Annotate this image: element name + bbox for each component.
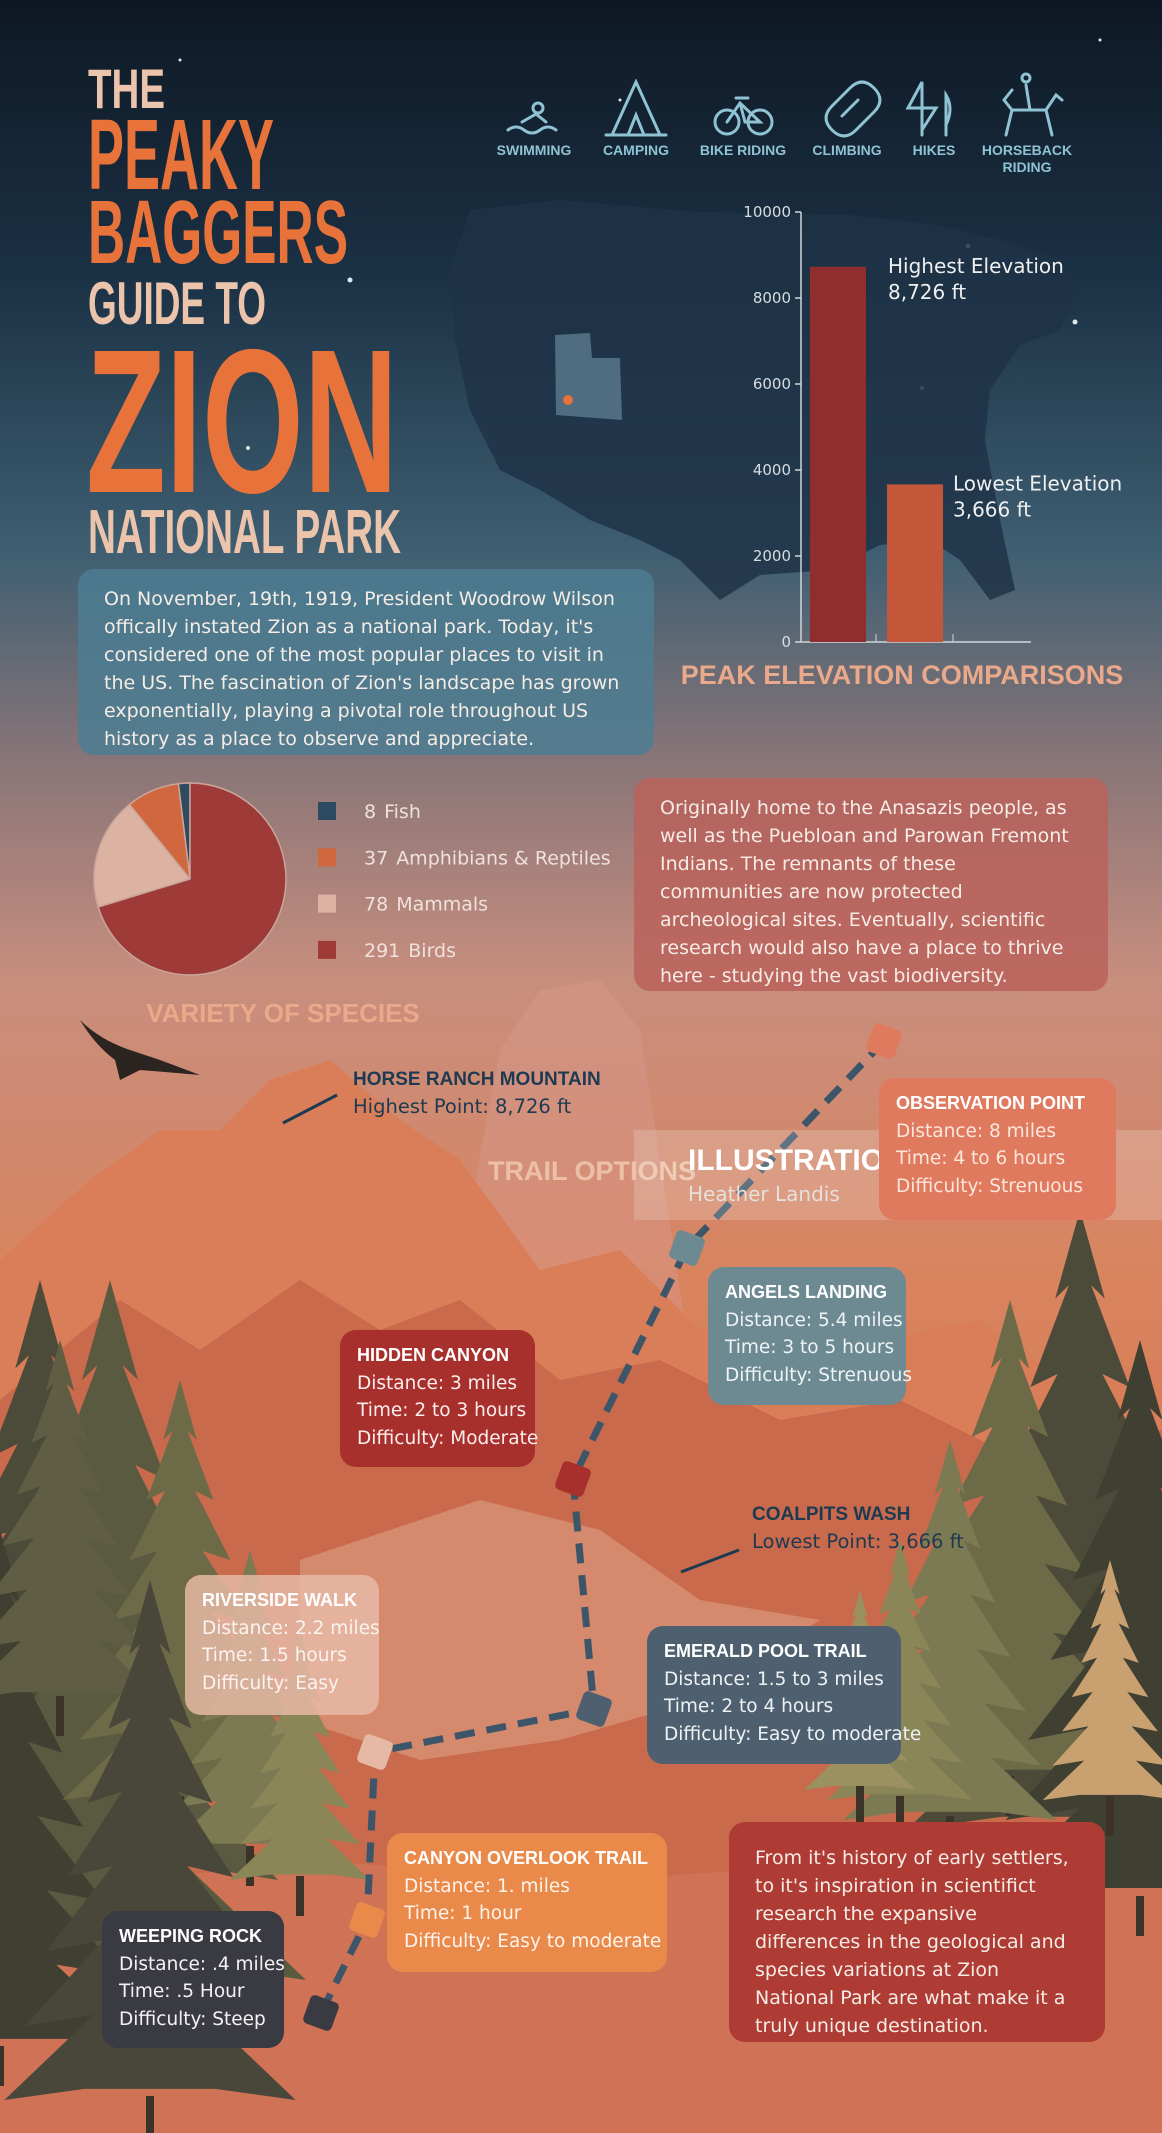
trail-detail: Distance: .4 miles [119, 1951, 267, 1979]
legend-entry: 37 Amphibians & Reptiles [364, 847, 611, 869]
legend-swatch [318, 895, 336, 913]
chart-title: PEAK ELEVATION COMPARISONS [681, 660, 1124, 690]
legend-value: 78 [364, 894, 388, 916]
tree-trunk [1106, 1796, 1114, 1836]
y-tick-label: 6000 [753, 375, 791, 393]
landmark-name: COALPITS WASH [752, 1501, 964, 1528]
trail-detail: Time: 1.5 hours [202, 1642, 362, 1670]
tree-trunk [56, 1696, 64, 1736]
legend-label: Fish [384, 801, 421, 823]
activity-label: SWIMMING [479, 142, 589, 159]
y-tick-label: 10000 [743, 203, 791, 221]
zion-pin [563, 395, 573, 405]
tree-trunk [146, 2096, 154, 2133]
trail-detail: Difficulty: Easy [202, 1670, 362, 1698]
trail-name: HIDDEN CANYON [357, 1342, 518, 1370]
trail-detail: Time: 1 hour [404, 1900, 650, 1928]
landmark: HORSE RANCH MOUNTAIN Highest Point: 8,72… [353, 1066, 601, 1120]
closing-text: From it's history of early settlers, to … [729, 1822, 1105, 2042]
trail-detail: Distance: 3 miles [357, 1370, 518, 1398]
legend-value: 37 [364, 847, 388, 869]
history-text: Originally home to the Anasazis people, … [634, 778, 1108, 991]
intro-text: On November, 19th, 1919, President Woodr… [78, 569, 654, 755]
legend-value: 291 [364, 940, 400, 962]
y-tick-label: 8000 [753, 289, 791, 307]
trail-detail: Difficulty: Strenuous [725, 1362, 889, 1390]
trail-detail: Difficulty: Easy to moderate [404, 1928, 650, 1956]
trail-detail: Distance: 1. miles [404, 1873, 650, 1901]
tree-trunk [1136, 1896, 1144, 1936]
legend-entry: 8 Fish [364, 801, 421, 823]
trail-detail: Difficulty: Easy to moderate [664, 1721, 884, 1749]
legend-swatch [318, 848, 336, 866]
trail-name: ANGELS LANDING [725, 1279, 889, 1307]
activity-label: HORSEBACK RIDING [977, 142, 1077, 176]
trail-name: EMERALD POOL TRAIL [664, 1638, 884, 1666]
tree-trunk [0, 2046, 4, 2086]
trail-detail: Distance: 2.2 miles [202, 1615, 362, 1643]
trail-name: CANYON OVERLOOK TRAIL [404, 1845, 650, 1873]
trail-detail: Time: 3 to 5 hours [725, 1334, 889, 1362]
legend-value: 8 [364, 801, 376, 823]
bar [887, 484, 943, 642]
trail-detail: Time: 4 to 6 hours [896, 1145, 1099, 1173]
trail-detail: Time: .5 Hour [119, 1978, 267, 2006]
trail-detail: Difficulty: Steep [119, 2006, 267, 2034]
tree-trunk [296, 1876, 304, 1916]
y-tick-label: 2000 [753, 547, 791, 565]
y-tick-label: 4000 [753, 461, 791, 479]
trail-detail: Difficulty: Strenuous [896, 1173, 1099, 1201]
trail-detail: Distance: 8 miles [896, 1118, 1099, 1146]
legend-label: Mammals [396, 894, 488, 916]
bar-value-label: 8,726 ft [888, 280, 966, 304]
bar-category: Highest Elevation [888, 254, 1064, 278]
activity-label: BIKE RIDING [688, 142, 798, 159]
trail-name: WEEPING ROCK [119, 1923, 267, 1951]
activity-label: HIKES [879, 142, 989, 159]
landmark-detail: Lowest Point: 3,666 ft [752, 1528, 964, 1555]
legend-swatch [318, 802, 336, 820]
trail-detail: Distance: 5.4 miles [725, 1307, 889, 1335]
infographic: THE PEAKY BAGGERS GUIDE TO ZION NATIONAL… [0, 0, 1162, 2133]
legend-label: Amphibians & Reptiles [396, 847, 610, 869]
legend-entry: 78 Mammals [364, 894, 488, 916]
watermark-credit: Heather Landis [688, 1182, 840, 1206]
legend-entry: 291 Birds [364, 940, 456, 962]
y-tick-label: 0 [781, 633, 791, 651]
title-line: NATIONAL PARK [88, 498, 401, 567]
trail-name: RIVERSIDE WALK [202, 1587, 362, 1615]
bar-value-label: 3,666 ft [953, 497, 1031, 521]
activity-label: CAMPING [581, 142, 691, 159]
legend-swatch [318, 941, 336, 959]
bar [810, 267, 866, 642]
landmark-detail: Highest Point: 8,726 ft [353, 1093, 601, 1120]
trail-name: OBSERVATION POINT [896, 1090, 1099, 1118]
chart-title: VARIETY OF SPECIES [146, 998, 420, 1028]
tree-trunk [856, 1786, 864, 1826]
trail-detail: Difficulty: Moderate [357, 1425, 518, 1453]
trail-detail: Time: 2 to 4 hours [664, 1693, 884, 1721]
trail-detail: Distance: 1.5 to 3 miles [664, 1666, 884, 1694]
bar-category: Lowest Elevation [953, 471, 1122, 495]
landmark-name: HORSE RANCH MOUNTAIN [353, 1066, 601, 1093]
trail-detail: Time: 2 to 3 hours [357, 1397, 518, 1425]
landmark: COALPITS WASH Lowest Point: 3,666 ft [752, 1501, 964, 1555]
legend-label: Birds [408, 940, 456, 962]
title-line: BAGGERS [88, 183, 348, 283]
